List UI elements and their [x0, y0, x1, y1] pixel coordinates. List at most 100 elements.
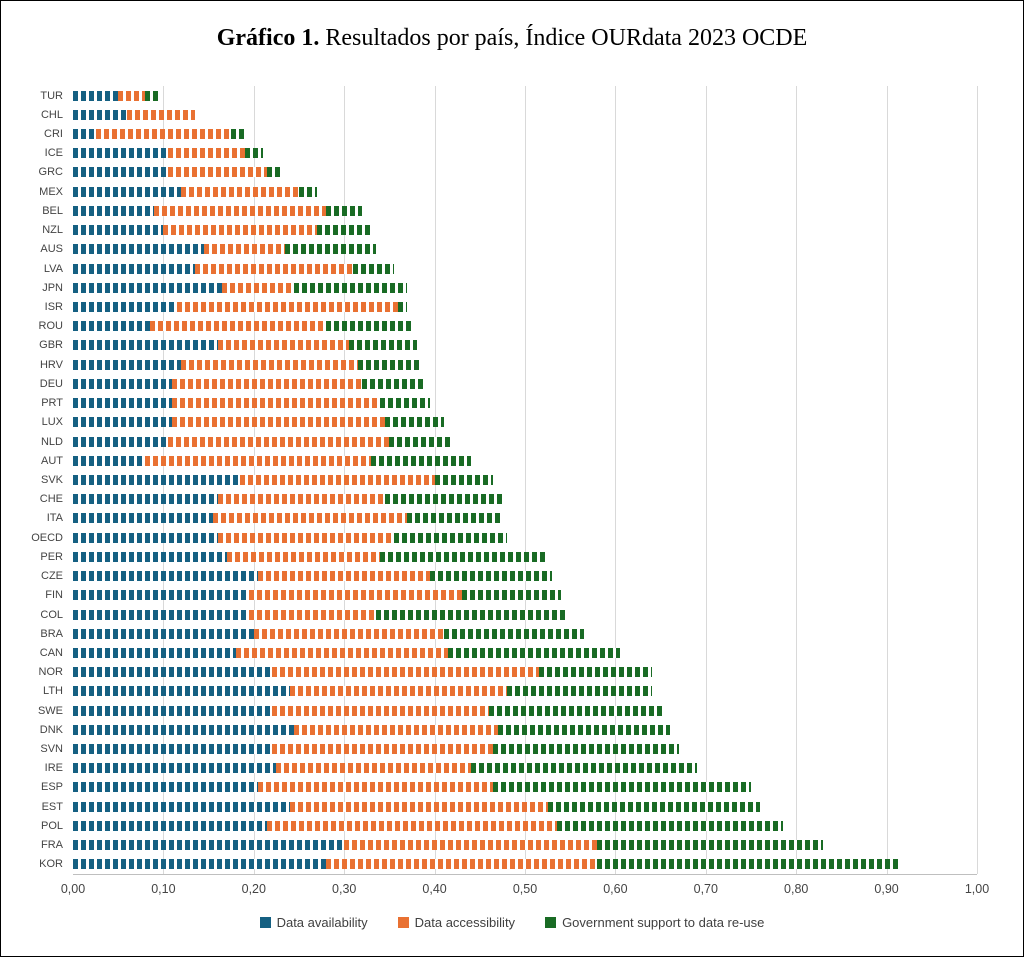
x-axis: 0,00 0,10 0,20 0,30 0,40 0,50 0,60 0,70 0,80 0,90… — [61, 875, 989, 901]
bar-segment-data-accessibility — [217, 532, 394, 543]
bar-segment-data-availability — [73, 494, 218, 505]
category-label-svk: SVK — [40, 473, 63, 486]
category-label-ice: ICE — [44, 147, 63, 160]
chart-title-prefix: Gráfico 1. — [216, 25, 320, 51]
category-label-ita: ITA — [46, 512, 63, 525]
bar-segment-data-availability — [73, 667, 272, 678]
bar-segment-data-availability — [73, 167, 168, 178]
category-label-che: CHE — [39, 493, 63, 506]
category-label-lux: LUX — [41, 416, 63, 429]
bar-segment-data-accessibility — [258, 571, 431, 582]
stacked-bar-est — [73, 801, 977, 812]
stacked-bar-ice — [73, 148, 977, 159]
bar-segment-data-accessibility — [271, 744, 494, 755]
category-label-svn: SVN — [40, 743, 63, 756]
bar-segment-data-accessibility — [154, 205, 327, 216]
x-tick-label-0,30: 0,30 — [332, 882, 357, 896]
bar-segment-government-support-to-data-re-use — [384, 494, 503, 505]
stacked-bar-svn — [73, 744, 977, 755]
bar-segment-data-accessibility — [163, 225, 318, 236]
bar-segment-government-support-to-data-re-use — [430, 571, 553, 582]
bar-segment-data-availability — [73, 340, 218, 351]
bar-row-per: PER — [40, 547, 977, 566]
bar-segment-government-support-to-data-re-use — [506, 686, 652, 697]
category-label-dnk: DNK — [39, 723, 63, 736]
bar-row-chl: CHL — [41, 105, 977, 124]
bar-segment-government-support-to-data-re-use — [357, 359, 421, 370]
bar-segment-data-availability — [73, 551, 227, 562]
stacked-bar-can — [73, 647, 977, 658]
category-label-pol: POL — [40, 819, 63, 832]
stacked-bar-fin — [73, 590, 977, 601]
bar-segment-data-availability — [73, 763, 277, 774]
bar-segment-data-availability — [73, 148, 168, 159]
legend-swatch-icon — [397, 917, 409, 928]
bar-segment-data-availability — [73, 263, 196, 274]
bar-row-cze: CZE — [41, 566, 977, 585]
bar-row-cri: CRI — [44, 124, 977, 143]
stacked-bar-gbr — [73, 340, 977, 351]
category-label-jpn: JPN — [42, 281, 63, 294]
bar-segment-government-support-to-data-re-use — [556, 820, 783, 831]
bar-segment-data-accessibility — [213, 513, 408, 524]
bar-row-ita: ITA — [47, 509, 977, 528]
bar-segment-data-accessibility — [253, 628, 444, 639]
gridline-0,80 — [796, 86, 798, 874]
x-tick-label-1,00: 1,00 — [964, 882, 990, 896]
bar-segment-government-support-to-data-re-use — [294, 282, 408, 293]
category-label-cri: CRI — [44, 128, 63, 141]
bar-segment-data-accessibility — [271, 667, 539, 678]
bar-segment-government-support-to-data-re-use — [443, 628, 584, 639]
bar-row-tur: TUR — [40, 86, 977, 105]
stacked-bar-tur — [73, 90, 977, 101]
bar-segment-data-availability — [73, 129, 96, 140]
gridline-0,70 — [705, 86, 707, 874]
stacked-bar-svk — [73, 474, 977, 485]
stacked-bar-jpn — [73, 282, 977, 293]
stacked-bar-che — [73, 494, 977, 505]
bar-row-can: CAN — [40, 643, 977, 662]
stacked-bar-lth — [73, 686, 977, 697]
bar-segment-government-support-to-data-re-use — [371, 455, 471, 466]
bar-segment-data-availability — [73, 244, 205, 255]
bar-segment-government-support-to-data-re-use — [362, 378, 426, 389]
category-label-cze: CZE — [41, 570, 63, 583]
bar-row-ire: IRE — [45, 759, 977, 778]
bar-segment-data-accessibility — [271, 705, 489, 716]
legend-label: Government support to data re-use — [562, 915, 765, 930]
bar-segment-government-support-to-data-re-use — [326, 321, 412, 332]
stacked-bar-rou — [73, 321, 977, 332]
bar-row-svn: SVN — [40, 739, 977, 758]
bar-row-gbr: GBR — [39, 336, 977, 355]
bar-row-jpn: JPN — [42, 278, 977, 297]
gridline-0,90 — [886, 86, 888, 874]
bar-segment-government-support-to-data-re-use — [538, 667, 652, 678]
bar-segment-government-support-to-data-re-use — [375, 609, 566, 620]
bar-segment-government-support-to-data-re-use — [384, 417, 444, 428]
x-tick-label-0,00: 0,00 — [60, 882, 86, 896]
stacked-bar-kor — [73, 859, 977, 870]
stacked-bar-cze — [73, 571, 977, 582]
bar-segment-data-accessibility — [95, 129, 232, 140]
bar-row-oecd: OECD — [31, 528, 977, 547]
bar-segment-data-accessibility — [167, 436, 390, 447]
bar-segment-data-accessibility — [289, 686, 507, 697]
category-label-bel: BEL — [42, 204, 63, 217]
bar-segment-data-availability — [73, 378, 173, 389]
bar-row-col: COL — [40, 605, 977, 624]
category-label-oecd: OECD — [31, 531, 63, 544]
bar-segment-government-support-to-data-re-use — [407, 513, 503, 524]
bar-segment-data-availability — [73, 321, 150, 332]
bar-segment-government-support-to-data-re-use — [285, 244, 376, 255]
bar-segment-data-availability — [73, 590, 250, 601]
stacked-bar-isr — [73, 302, 977, 313]
bar-segment-data-accessibility — [145, 455, 372, 466]
bar-row-rou: ROU — [39, 317, 977, 336]
bar-segment-government-support-to-data-re-use — [298, 186, 318, 197]
bar-segment-government-support-to-data-re-use — [398, 302, 408, 313]
stacked-bar-ire — [73, 763, 977, 774]
legend-item-data-accessibility: Data accessibility — [397, 915, 515, 930]
stacked-bar-mex — [73, 186, 977, 197]
stacked-bar-per — [73, 551, 977, 562]
x-tick-label-0,40: 0,40 — [422, 882, 447, 896]
